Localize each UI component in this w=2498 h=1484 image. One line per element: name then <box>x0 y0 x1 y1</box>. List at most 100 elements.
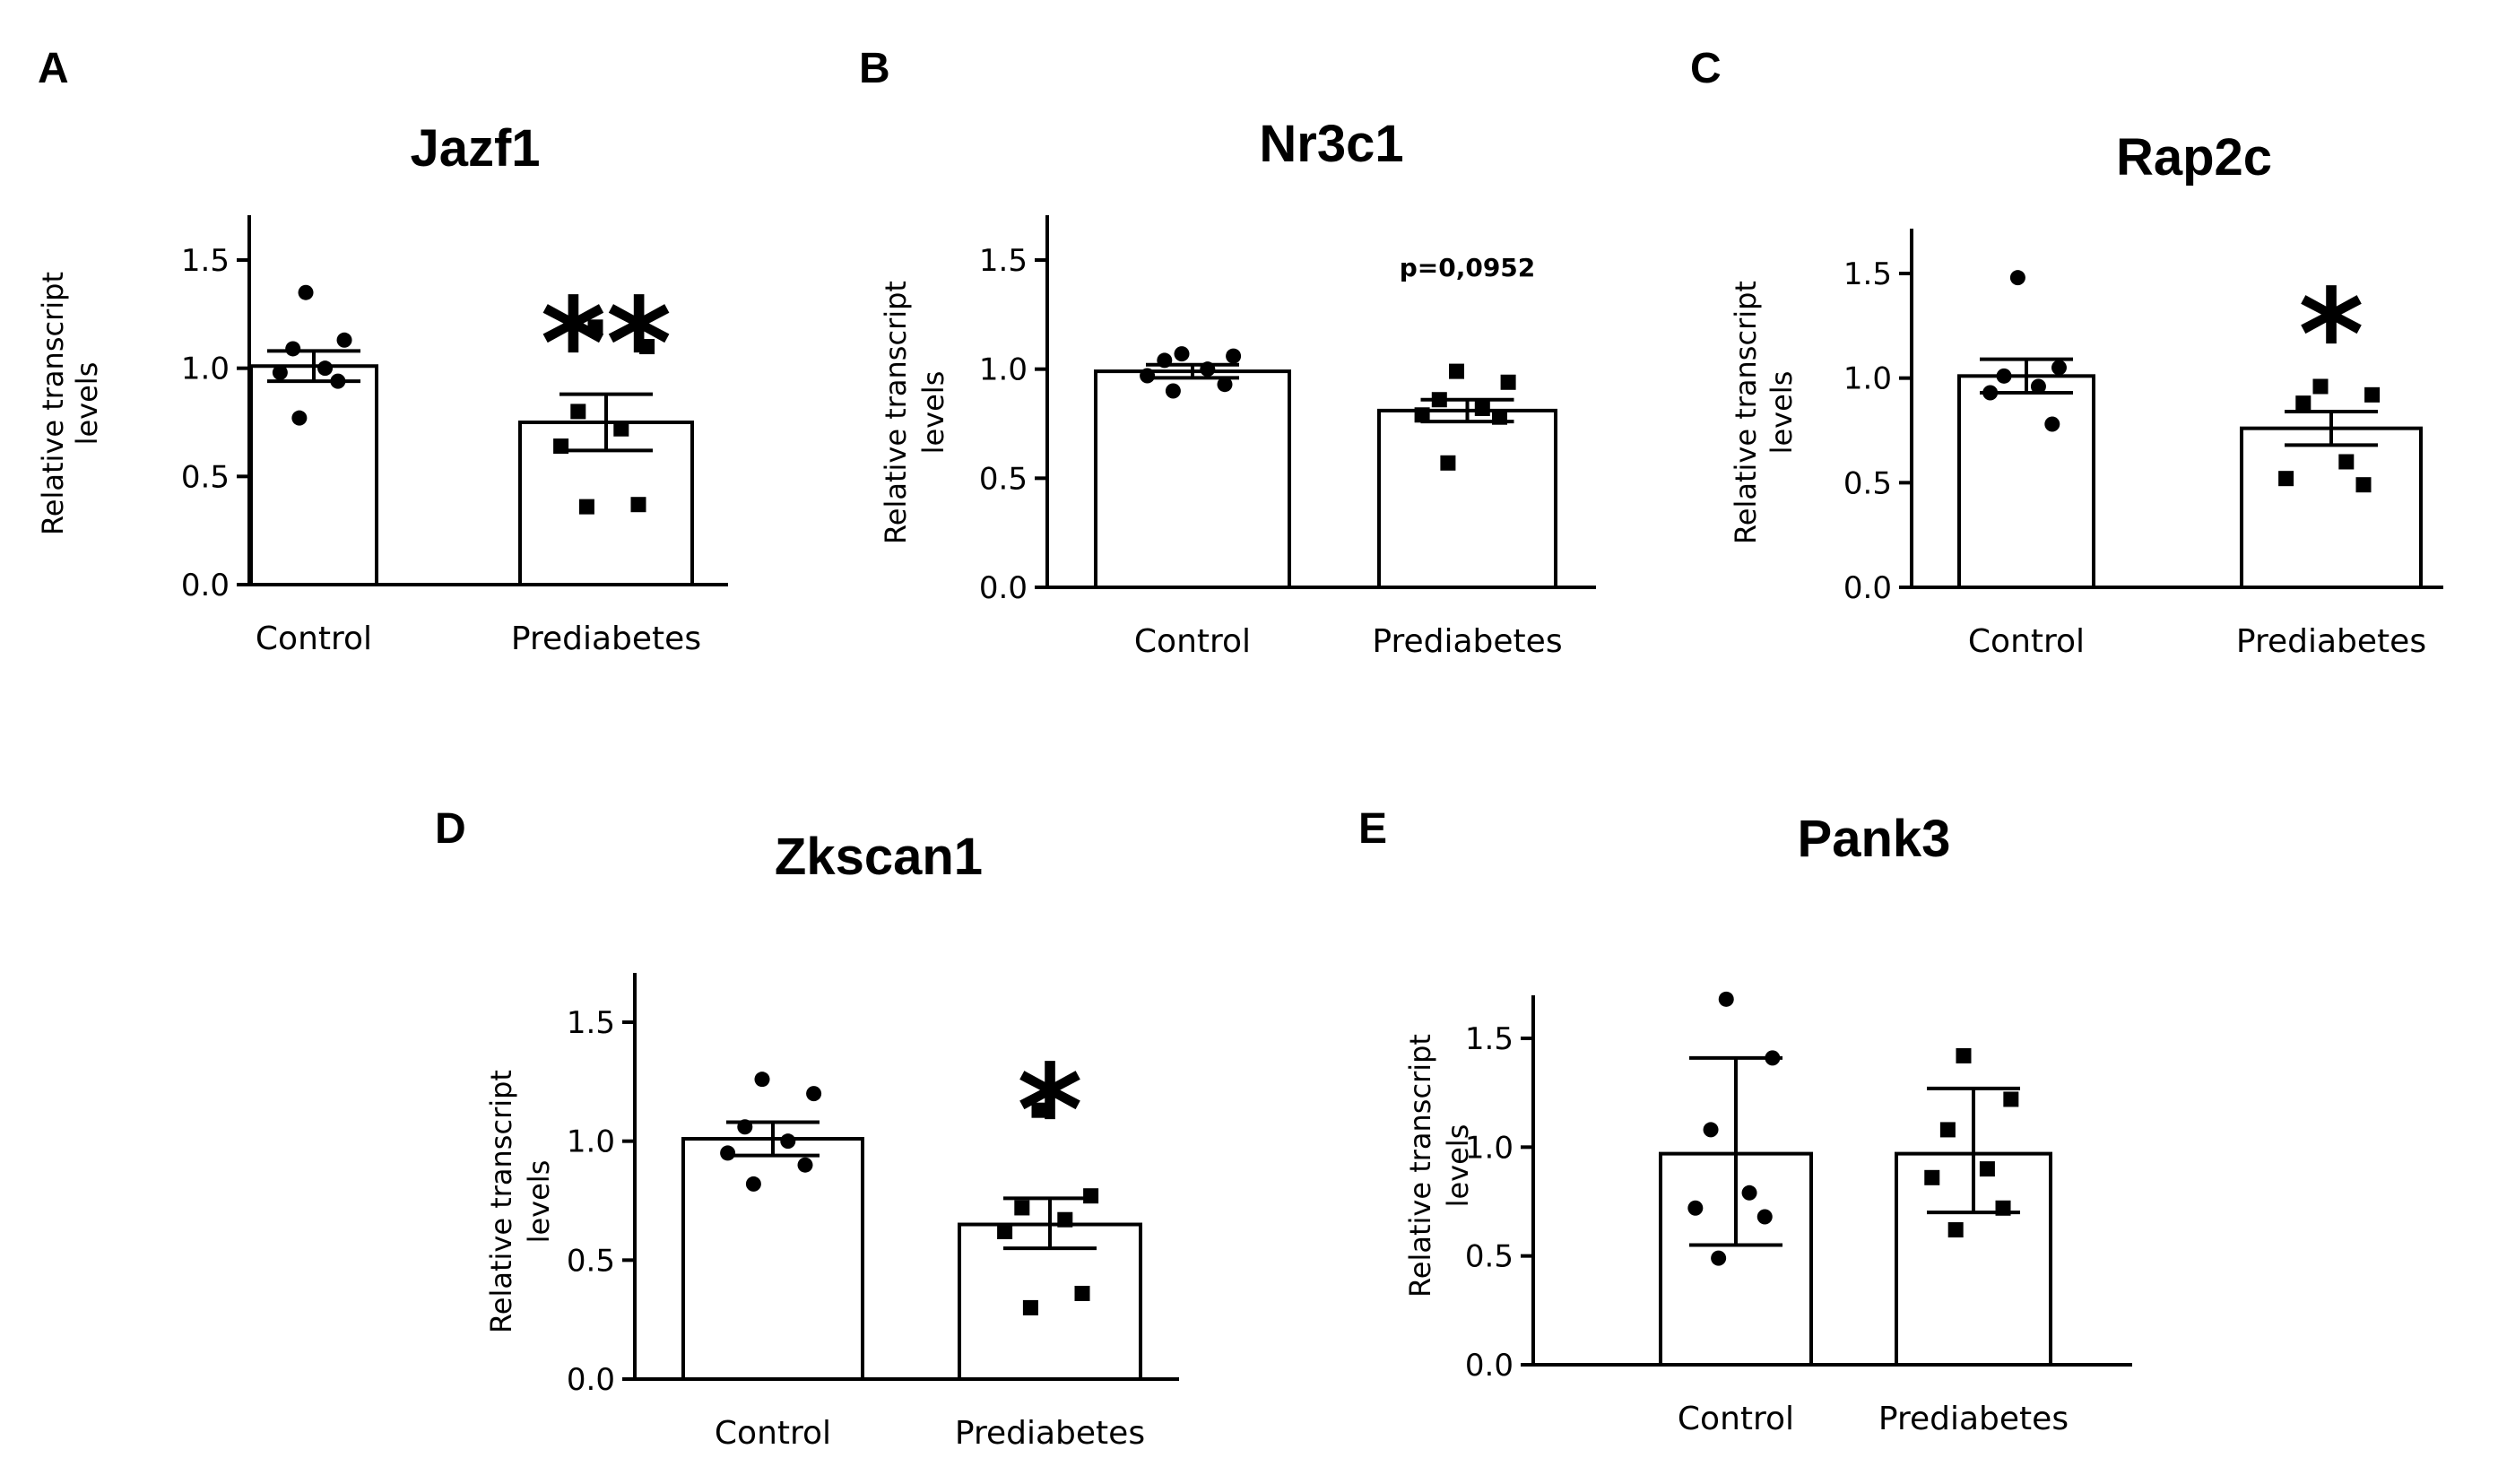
panel-d: D Zkscan1 0.0 0.5 1.0 1.5 Relative transcript l… <box>435 805 1179 1452</box>
panel-e: E Pank3 0.0 0.5 1.0 1.5 Relative transcript lev… <box>1358 805 2132 1437</box>
category-label: Control <box>1134 623 1251 660</box>
data-point <box>1474 400 1490 416</box>
data-point <box>2312 378 2329 395</box>
data-point <box>2030 378 2046 395</box>
data-point <box>1414 407 1430 423</box>
y-tick-label: 0.0 <box>181 568 230 603</box>
y-tick-label: 1.0 <box>979 352 1028 388</box>
y-tick-label: 1.5 <box>567 1005 615 1041</box>
panel-letter: A <box>38 45 69 92</box>
bar-control <box>1094 369 1291 589</box>
data-point <box>1756 1209 1773 1225</box>
panel-a: A Jazf1 0.0 0.5 1.0 1.5 Relative transcript lev… <box>36 45 728 657</box>
data-point <box>754 1072 770 1088</box>
y-axis-title-line2: levels <box>1441 1124 1475 1208</box>
data-point <box>997 1223 1013 1239</box>
data-point <box>285 341 301 357</box>
category-label: Prediabetes <box>955 1415 1145 1452</box>
data-point <box>1449 363 1464 379</box>
data-point <box>1226 348 1242 364</box>
data-point <box>336 332 352 348</box>
data-point <box>291 410 308 426</box>
y-axis-title-line1: Relative transcript <box>484 1070 518 1333</box>
data-point <box>1947 1222 1964 1238</box>
panel-letter: D <box>435 805 466 853</box>
data-point <box>1083 1188 1099 1204</box>
chart-title: Jazf1 <box>410 119 540 178</box>
data-point <box>1057 1211 1073 1228</box>
category-label: Control <box>1678 1401 1794 1437</box>
data-point <box>1217 377 1233 393</box>
bar-control <box>249 364 378 586</box>
data-point <box>578 499 594 515</box>
data-point <box>1440 455 1456 471</box>
data-point <box>1703 1122 1719 1138</box>
data-point <box>1924 1169 1940 1185</box>
chart-title: Rap2c <box>2116 128 2272 187</box>
y-tick-label: 1.0 <box>181 351 230 387</box>
y-tick-label: 0.0 <box>567 1362 615 1398</box>
y-tick-label: 1.0 <box>1465 1130 1514 1166</box>
data-point <box>570 404 586 420</box>
bar-prediabetes <box>2240 426 2423 589</box>
data-point <box>298 284 314 300</box>
data-point <box>2364 386 2381 403</box>
y-tick-label: 0.5 <box>181 459 230 495</box>
data-point <box>1741 1185 1757 1201</box>
data-point <box>806 1086 822 1102</box>
data-point <box>745 1176 761 1192</box>
y-tick-label: 0.0 <box>1465 1348 1514 1384</box>
y-axis-title-line2: levels <box>1765 371 1799 455</box>
data-point <box>2338 454 2355 470</box>
chart-title: Zkscan1 <box>775 828 983 886</box>
chart-title: Nr3c1 <box>1259 115 1403 173</box>
data-point <box>2355 477 2372 493</box>
data-point <box>1165 383 1181 399</box>
chart-title: Pank3 <box>1798 810 1951 868</box>
y-tick-label: 1.5 <box>979 243 1028 279</box>
category-label: Control <box>1968 623 2085 660</box>
data-point <box>2003 1091 2019 1107</box>
y-tick-label: 0.5 <box>567 1243 615 1279</box>
data-point <box>1031 1102 1047 1118</box>
significance-marker: * <box>1017 1038 1082 1185</box>
y-tick-label: 0.0 <box>1843 570 1892 606</box>
bar-control <box>681 1137 864 1381</box>
data-point <box>613 421 629 437</box>
y-axis-title-line2: levels <box>70 362 104 446</box>
y-axis-title-line1: Relative transcript <box>1729 281 1763 544</box>
category-label: Control <box>256 621 372 657</box>
panel-letter: B <box>859 45 890 92</box>
y-tick-label: 0.5 <box>979 461 1028 497</box>
category-label: Prediabetes <box>1878 1401 2069 1437</box>
panel-c: C Rap2c 0.0 0.5 1.0 1.5 Relative transcript lev… <box>1690 45 2443 660</box>
data-point <box>2278 471 2294 487</box>
data-point <box>1174 346 1190 362</box>
data-point <box>1014 1200 1030 1216</box>
data-point <box>639 339 655 355</box>
y-axis-title-line1: Relative transcript <box>1403 1034 1437 1297</box>
panel-letter: E <box>1358 805 1387 853</box>
y-tick-label: 0.5 <box>1465 1239 1514 1275</box>
data-point <box>1956 1047 1972 1063</box>
data-point <box>797 1157 813 1173</box>
data-point <box>1996 368 2012 384</box>
data-point <box>2009 270 2025 286</box>
category-label: Control <box>715 1415 831 1452</box>
bar-prediabetes <box>518 421 694 586</box>
data-point <box>1022 1299 1038 1315</box>
y-tick-label: 0.5 <box>1843 465 1892 501</box>
y-tick-label: 1.5 <box>1465 1021 1514 1057</box>
data-point <box>1711 1250 1727 1266</box>
data-point <box>587 319 603 335</box>
data-point <box>272 364 288 380</box>
bar-prediabetes <box>958 1222 1142 1381</box>
data-point <box>630 497 646 513</box>
y-tick-label: 0.0 <box>979 570 1028 606</box>
data-point <box>1979 1161 1995 1177</box>
panel-letter: C <box>1690 45 1722 92</box>
data-point <box>1140 368 1156 384</box>
data-point <box>2295 395 2312 412</box>
category-label: Prediabetes <box>511 621 701 657</box>
